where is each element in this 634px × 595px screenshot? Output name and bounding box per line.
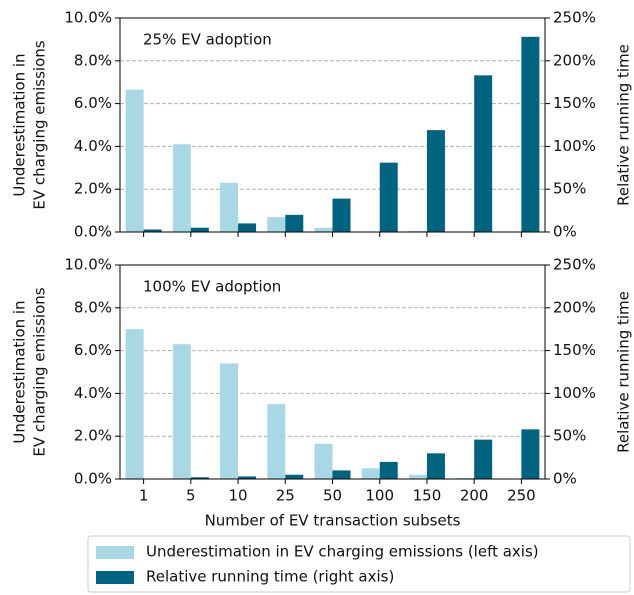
legend-swatch [96,571,134,584]
y-tick-label: 10.0% [64,256,112,274]
bar [521,429,540,479]
y2-tick-label: 150% [553,94,596,112]
bar [332,470,351,479]
bar [143,229,162,232]
x-tick-label: 100 [365,487,394,505]
y-tick-label: 4.0% [74,384,112,402]
legend-label: Underestimation in EV charging emissions… [146,543,539,561]
bar [238,223,257,232]
y2-tick-label: 250% [553,9,596,27]
bar [314,443,333,479]
y2-axis-label: Relative running time [615,291,633,453]
bar [125,89,144,232]
bar [474,439,493,479]
bar [220,363,239,479]
x-tick-label: 1 [139,487,149,505]
y-axis-label: EV charging emissions [31,40,49,209]
bar [456,477,475,479]
bar [190,227,209,232]
y2-tick-label: 250% [553,256,596,274]
bar [408,474,427,479]
y2-tick-label: 200% [553,298,596,316]
x-tick-label: 5 [186,487,196,505]
bar [267,404,286,479]
y2-axis-label: Relative running time [615,44,633,206]
plot-frame [119,17,546,233]
annotation: 25% EV adoption [143,31,272,49]
y2-tick-label: 200% [553,51,596,69]
y2-tick-label: 50% [553,427,586,445]
x-axis-label: Number of EV transaction subsets [205,512,461,530]
bar [332,198,351,232]
y2-tick-label: 100% [553,384,596,402]
bar [426,453,445,479]
plot-frame [119,264,546,480]
y-tick-label: 4.0% [74,137,112,155]
y-axis-label: EV charging emissions [31,287,49,456]
bar [474,75,493,233]
y-tick-label: 6.0% [74,94,112,112]
y-tick-label: 0.0% [74,223,112,241]
bar [361,468,380,479]
legend-label: Relative running time (right axis) [146,568,394,586]
legend-box [87,535,631,593]
x-tick-label: 25 [276,487,295,505]
bar [285,214,304,232]
bar [220,182,239,232]
x-tick-label: 50 [323,487,342,505]
y-tick-label: 2.0% [74,427,112,445]
y-tick-label: 2.0% [74,180,112,198]
x-tick-label: 200 [460,487,489,505]
x-tick-label: 250 [507,487,536,505]
y-tick-label: 8.0% [74,51,112,69]
bar [267,217,286,232]
bar [172,144,191,232]
y-axis-label: Underestimation in [11,53,29,196]
x-tick-label: 10 [229,487,248,505]
bar [426,130,445,232]
bar [314,227,333,232]
bar [285,474,304,479]
y-tick-label: 0.0% [74,470,112,488]
y-tick-label: 10.0% [64,9,112,27]
y-axis-label: Underestimation in [11,300,29,443]
y-tick-label: 8.0% [74,298,112,316]
annotation: 100% EV adoption [143,278,281,296]
bar [125,329,144,479]
y2-tick-label: 0% [553,470,577,488]
y2-tick-label: 150% [553,341,596,359]
bar [408,230,427,232]
legend-swatch [96,546,134,559]
x-tick-label: 150 [413,487,442,505]
bar [379,461,398,479]
bar [238,476,257,479]
bar [172,344,191,479]
y-tick-label: 6.0% [74,341,112,359]
y2-tick-label: 100% [553,137,596,155]
bar [190,477,209,479]
bar [521,36,540,232]
y2-tick-label: 0% [553,223,577,241]
bar [379,162,398,232]
y2-tick-label: 50% [553,180,586,198]
